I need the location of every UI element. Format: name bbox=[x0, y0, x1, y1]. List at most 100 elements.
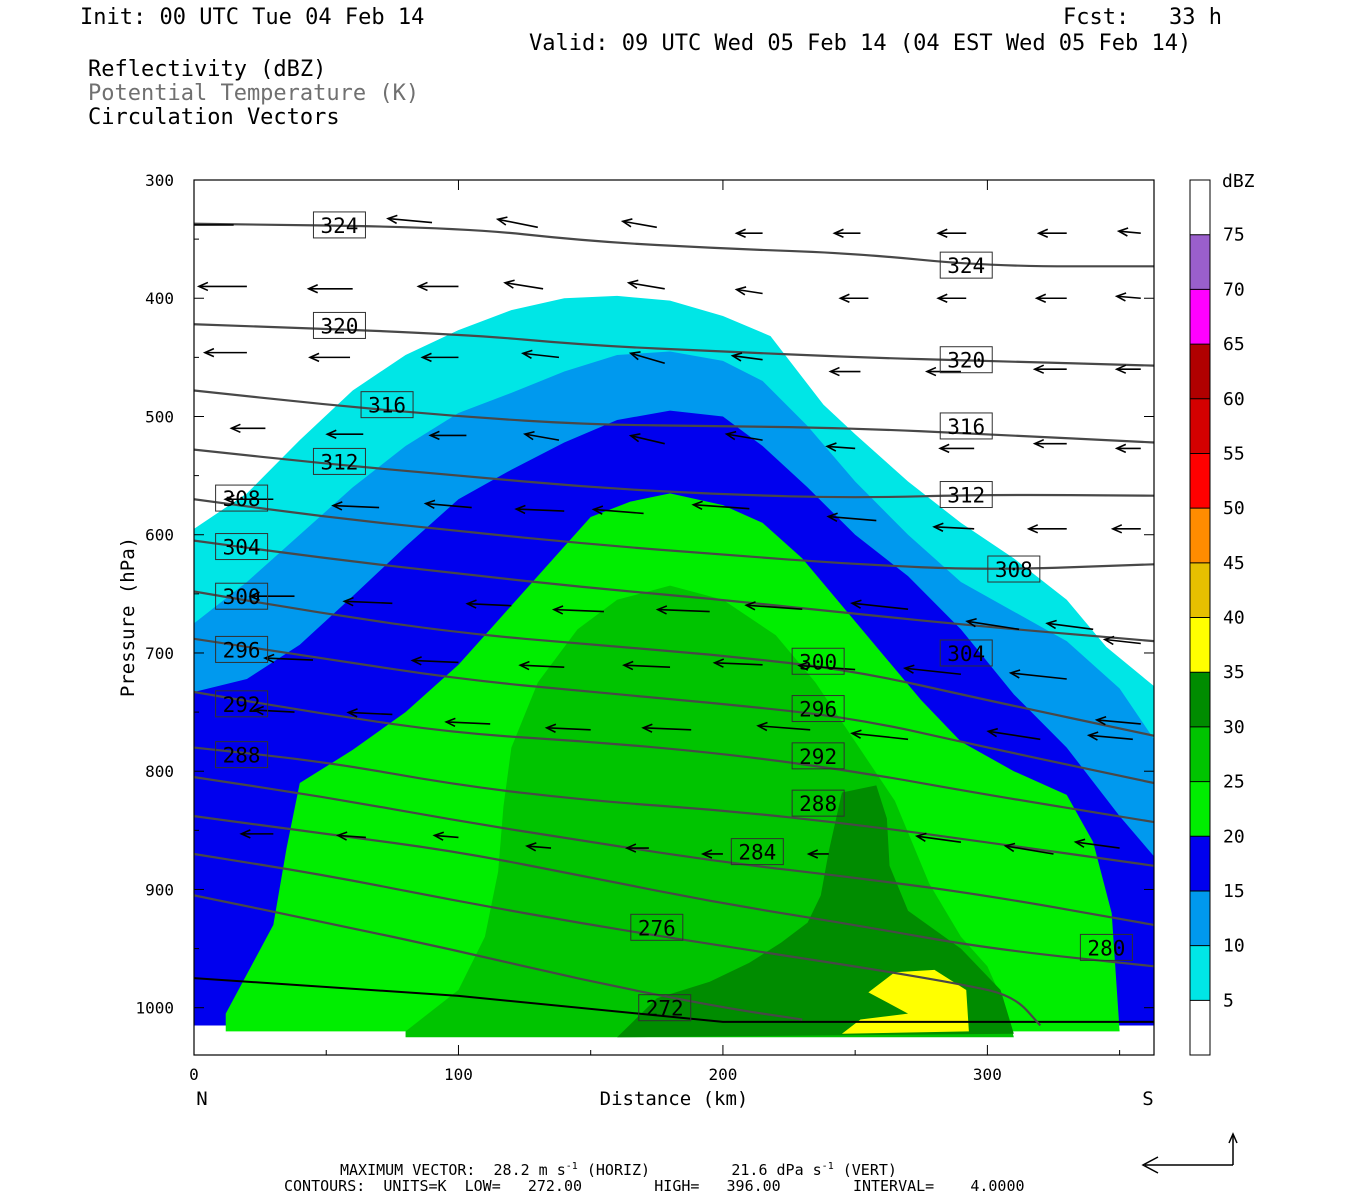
circulation-vector bbox=[624, 843, 649, 853]
circulation-vector bbox=[744, 601, 803, 611]
circulation-vector bbox=[914, 832, 962, 843]
circulation-vector bbox=[591, 505, 644, 515]
circulation-vector bbox=[902, 664, 962, 676]
colorbar-label: 60 bbox=[1223, 389, 1245, 410]
svg-text:304: 304 bbox=[947, 642, 985, 666]
theta-contour-labels: 324 324 320 320 316 316 312 312 308 308 304 300 300 2… bbox=[215, 211, 1133, 1022]
colorbar-segment bbox=[1190, 1000, 1210, 1055]
contour-label-276: 276 bbox=[630, 913, 684, 941]
circulation-vector bbox=[306, 284, 353, 294]
south-label: S bbox=[1142, 1088, 1153, 1110]
svg-text:288: 288 bbox=[223, 744, 261, 768]
colorbar-segment bbox=[1190, 508, 1210, 563]
svg-text:280: 280 bbox=[1087, 936, 1125, 960]
contour-label-272: 272 bbox=[638, 994, 692, 1022]
circulation-vector bbox=[832, 228, 861, 238]
circulation-vector bbox=[756, 721, 811, 732]
circulation-vector bbox=[465, 599, 512, 609]
svg-text:292: 292 bbox=[223, 693, 261, 717]
y-tick-label: 400 bbox=[145, 289, 174, 308]
max-vector-horiz: MAXIMUM VECTOR: 28.2 m s bbox=[340, 1161, 566, 1179]
circulation-vector bbox=[1114, 364, 1141, 374]
theta-contour-292 bbox=[194, 690, 1154, 824]
circulation-vector bbox=[1008, 669, 1067, 680]
x-tick-label: 200 bbox=[708, 1065, 737, 1084]
theta-contour-320 bbox=[194, 323, 1154, 367]
contour-label-292: 292 bbox=[215, 690, 269, 718]
field-potential-temperature: Potential Temperature (K) bbox=[88, 81, 420, 106]
colorbar-segment bbox=[1190, 344, 1210, 399]
circulation-vector bbox=[641, 723, 692, 733]
circulation-vector bbox=[325, 429, 364, 439]
circulation-vector bbox=[514, 504, 565, 515]
circulation-vector bbox=[1102, 635, 1141, 646]
y-tick-label: 900 bbox=[145, 880, 174, 899]
colorbar-segment bbox=[1190, 180, 1210, 235]
y-tick-label: 1000 bbox=[135, 999, 174, 1018]
contour-label-312: 312 bbox=[312, 447, 366, 475]
colorbar-label: 10 bbox=[1223, 936, 1245, 957]
circulation-vector bbox=[202, 347, 247, 358]
circulation-vector bbox=[655, 605, 710, 615]
x-axis-label: Distance (km) bbox=[600, 1088, 749, 1110]
circulation-vector bbox=[797, 661, 856, 671]
circulation-vector bbox=[229, 423, 266, 434]
contour-label-324: 324 bbox=[939, 251, 993, 279]
circulation-vector bbox=[1094, 715, 1141, 726]
colorbar-segment bbox=[1190, 453, 1210, 509]
colorbar-label: 5 bbox=[1223, 990, 1234, 1011]
colorbar-label: 40 bbox=[1223, 608, 1245, 629]
svg-text:324: 324 bbox=[320, 214, 358, 238]
colorbar-segment bbox=[1190, 726, 1210, 782]
svg-text:276: 276 bbox=[638, 916, 676, 940]
theta-contour-296 bbox=[194, 637, 1154, 785]
colorbar-label: 35 bbox=[1223, 662, 1245, 683]
circulation-vector bbox=[335, 831, 366, 841]
circulation-vector bbox=[428, 430, 467, 441]
svg-text:312: 312 bbox=[947, 484, 985, 508]
circulation-vector bbox=[938, 443, 975, 454]
circulation-vector bbox=[432, 831, 459, 841]
circulation-vector bbox=[691, 500, 750, 511]
y-axis-label: Pressure (hPa) bbox=[117, 537, 139, 697]
contour-label-292: 292 bbox=[791, 742, 845, 770]
contour-info-line: CONTOURS: UNITS=K LOW= 272.00 HIGH= 396.… bbox=[284, 1177, 1025, 1195]
circulation-vector bbox=[346, 708, 393, 718]
theta-contour-280 bbox=[194, 815, 1154, 968]
field-reflectivity: Reflectivity (dBZ) bbox=[88, 57, 327, 82]
colorbar-label: 70 bbox=[1223, 279, 1245, 300]
circulation-vector bbox=[1086, 731, 1133, 741]
y-tick-label: 300 bbox=[145, 171, 174, 190]
contour-label-308: 308 bbox=[987, 555, 1041, 583]
contour-label-304: 304 bbox=[939, 639, 993, 667]
y-tick-label: 600 bbox=[145, 526, 174, 545]
colorbar-segment bbox=[1190, 562, 1210, 618]
circulation-vector bbox=[734, 286, 763, 296]
north-label: N bbox=[196, 1088, 207, 1110]
circulation-vector bbox=[700, 849, 723, 859]
theta-contour-304 bbox=[194, 539, 1154, 643]
unit-exponent: -1 bbox=[565, 1161, 578, 1172]
circulation-vector bbox=[932, 522, 975, 532]
circulation-vector bbox=[444, 717, 491, 728]
circulation-vector bbox=[252, 705, 295, 716]
unit-exponent: -1 bbox=[821, 1161, 834, 1172]
colorbar-segment bbox=[1190, 945, 1210, 1001]
circulation-vectors bbox=[194, 214, 1141, 859]
circulation-vector bbox=[420, 352, 459, 363]
contour-label-312: 312 bbox=[939, 481, 993, 509]
reflectivity-fill bbox=[194, 295, 1154, 1038]
circulation-vector bbox=[986, 727, 1041, 741]
max-vector-vert: 21.6 dPa s bbox=[731, 1161, 822, 1179]
svg-text:272: 272 bbox=[646, 997, 684, 1021]
circulation-vector bbox=[1116, 227, 1141, 237]
colorbar-label: 65 bbox=[1223, 334, 1245, 355]
circulation-vector bbox=[628, 433, 665, 445]
horiz-tag: (HORIZ) bbox=[586, 1161, 651, 1179]
circulation-vector bbox=[194, 224, 234, 226]
circulation-vector bbox=[386, 214, 433, 225]
contour-label-316: 316 bbox=[939, 412, 993, 440]
contour-label-288: 288 bbox=[791, 789, 845, 817]
valid-time: Valid: 09 UTC Wed 05 Feb 14 (04 EST Wed … bbox=[529, 31, 1192, 56]
